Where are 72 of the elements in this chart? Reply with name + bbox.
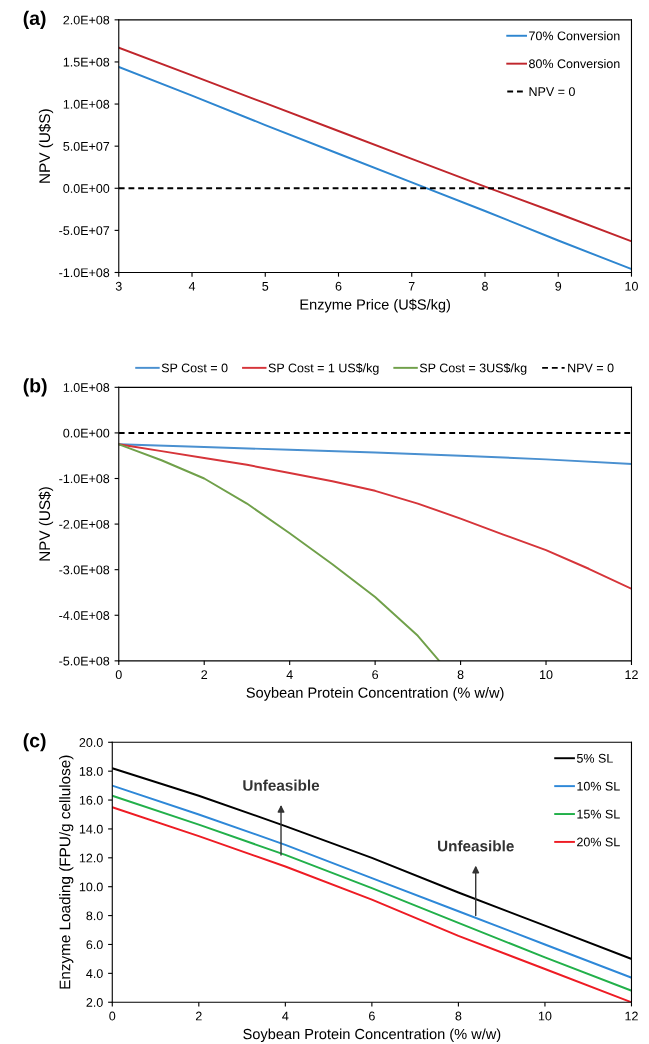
x-tick-label: 8 xyxy=(455,1011,462,1021)
x-axis-title: Enzyme Price (U$S/kg) xyxy=(300,298,450,313)
y-tick-label: 1.0E+08 xyxy=(63,99,110,109)
legend-label: 5% SL xyxy=(576,753,613,763)
y-tick-label: 10.0 xyxy=(79,882,103,892)
y-tick-label: 1.0E+08 xyxy=(63,383,110,392)
y-tick-label: 6.0 xyxy=(86,940,103,950)
legend-label: 10% SL xyxy=(577,781,620,791)
x-tick-label: 6 xyxy=(369,1011,375,1021)
legend-label: NPV = 0 xyxy=(529,87,575,97)
legend-label: SP Cost = 1 US$/kg xyxy=(268,362,379,375)
x-tick-label: 6 xyxy=(335,281,342,291)
x-tick-label: 0 xyxy=(109,1011,116,1021)
x-tick-label: 9 xyxy=(555,281,562,291)
y-axis-title: NPV (U$S) xyxy=(38,109,54,183)
chart-title: (a) xyxy=(23,10,46,29)
y-tick-label: 20.0 xyxy=(79,738,103,747)
y-tick-label: 1.5E+08 xyxy=(63,57,110,67)
x-tick-label: 2 xyxy=(201,670,208,679)
legend-label: SP Cost = 0 xyxy=(161,363,228,373)
line-series xyxy=(118,443,632,590)
y-tick-label: 16.0 xyxy=(79,795,103,805)
x-tick-label: 12 xyxy=(625,670,638,679)
x-tick-label: 10 xyxy=(540,670,553,680)
y-tick-label: 8.0 xyxy=(86,911,103,921)
y-axis-title: Enzyme Loading (FPU/g cellulose) xyxy=(59,755,74,989)
legend-label: NPV = 0 xyxy=(568,363,614,373)
x-tick-label: 8 xyxy=(482,281,488,291)
x-tick-label: 2 xyxy=(195,1011,202,1021)
y-tick-label: 18.0 xyxy=(79,766,103,776)
x-tick-label: 6 xyxy=(372,670,379,680)
x-tick-label: 0 xyxy=(115,670,122,680)
legend-label: 15% SL xyxy=(577,809,620,819)
y-tick-label: -3.0E+08 xyxy=(59,565,110,575)
x-tick-label: 10 xyxy=(538,1011,552,1021)
legend-label: 80% Conversion xyxy=(529,58,620,69)
y-tick-label: 2.0E+08 xyxy=(63,15,110,25)
x-tick-label: 8 xyxy=(457,670,464,680)
y-tick-label: -5.0E+08 xyxy=(59,656,110,666)
x-tick-label: 4 xyxy=(286,670,293,679)
y-tick-label: -4.0E+08 xyxy=(59,611,110,620)
y-tick-label: 2.0 xyxy=(86,998,103,1007)
x-tick-label: 10 xyxy=(625,281,638,291)
x-tick-label: 7 xyxy=(408,281,415,291)
y-tick-label: -2.0E+08 xyxy=(59,519,110,529)
x-tick-label: 4 xyxy=(282,1011,289,1021)
x-axis-title: Soybean Protein Concentration (% w/w) xyxy=(246,687,504,701)
x-tick-label: 5 xyxy=(262,281,269,291)
annotation: Unfeasible xyxy=(243,779,320,791)
x-tick-label: 12 xyxy=(625,1011,638,1021)
x-tick-label: 4 xyxy=(188,281,196,291)
chart-title: (c) xyxy=(23,733,46,752)
y-tick-label: 5.0E+07 xyxy=(63,141,110,151)
y-axis-title: NPV (US$) xyxy=(38,487,54,561)
legend-label: 20% SL xyxy=(577,837,620,847)
x-tick-label: 3 xyxy=(115,281,122,291)
y-tick-label: 12.0 xyxy=(79,853,103,863)
y-tick-label: 14.0 xyxy=(79,824,103,834)
annotation: Unfeasible xyxy=(438,840,514,852)
y-tick-label: 0.0E+00 xyxy=(63,428,110,438)
chart-title: (b) xyxy=(23,378,47,397)
line-series xyxy=(118,443,441,661)
y-tick-label: 0.0E+00 xyxy=(63,184,110,193)
x-axis-title: Soybean Protein Concentration (% w/w) xyxy=(243,1028,501,1043)
legend-label: SP Cost = 3US$/kg xyxy=(419,362,527,375)
y-tick-label: -1.0E+08 xyxy=(59,474,110,484)
y-tick-label: -1.0E+08 xyxy=(59,268,110,278)
y-tick-label: 4.0 xyxy=(86,969,103,979)
legend-label: 70% Conversion xyxy=(529,31,620,41)
line-series xyxy=(118,46,632,243)
line-series xyxy=(118,443,632,465)
y-tick-label: -5.0E+07 xyxy=(59,226,110,236)
